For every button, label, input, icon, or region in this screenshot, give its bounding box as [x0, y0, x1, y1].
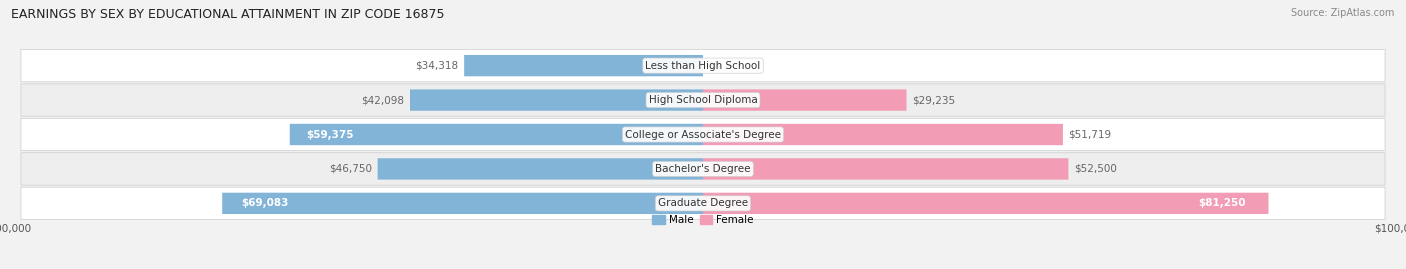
Text: EARNINGS BY SEX BY EDUCATIONAL ATTAINMENT IN ZIP CODE 16875: EARNINGS BY SEX BY EDUCATIONAL ATTAINMEN…: [11, 8, 444, 21]
FancyBboxPatch shape: [703, 124, 1063, 145]
FancyBboxPatch shape: [21, 187, 1385, 220]
Text: High School Diploma: High School Diploma: [648, 95, 758, 105]
Text: $46,750: $46,750: [329, 164, 373, 174]
Text: $51,719: $51,719: [1069, 129, 1112, 140]
FancyBboxPatch shape: [21, 118, 1385, 151]
Text: $81,250: $81,250: [1198, 198, 1246, 208]
FancyBboxPatch shape: [222, 193, 703, 214]
Text: $59,375: $59,375: [307, 129, 354, 140]
Text: Less than High School: Less than High School: [645, 61, 761, 71]
Text: $34,318: $34,318: [415, 61, 458, 71]
FancyBboxPatch shape: [290, 124, 703, 145]
Legend: Male, Female: Male, Female: [648, 211, 758, 229]
Text: $69,083: $69,083: [242, 198, 288, 208]
FancyBboxPatch shape: [703, 193, 1268, 214]
FancyBboxPatch shape: [21, 84, 1385, 116]
FancyBboxPatch shape: [21, 49, 1385, 82]
FancyBboxPatch shape: [378, 158, 703, 180]
Text: $42,098: $42,098: [361, 95, 405, 105]
FancyBboxPatch shape: [703, 89, 907, 111]
Text: $29,235: $29,235: [912, 95, 955, 105]
Text: $0: $0: [709, 61, 721, 71]
FancyBboxPatch shape: [21, 153, 1385, 185]
Text: Source: ZipAtlas.com: Source: ZipAtlas.com: [1291, 8, 1395, 18]
Text: $52,500: $52,500: [1074, 164, 1116, 174]
Text: College or Associate's Degree: College or Associate's Degree: [626, 129, 780, 140]
Text: Bachelor's Degree: Bachelor's Degree: [655, 164, 751, 174]
FancyBboxPatch shape: [703, 158, 1069, 180]
Text: Graduate Degree: Graduate Degree: [658, 198, 748, 208]
FancyBboxPatch shape: [411, 89, 703, 111]
FancyBboxPatch shape: [464, 55, 703, 76]
